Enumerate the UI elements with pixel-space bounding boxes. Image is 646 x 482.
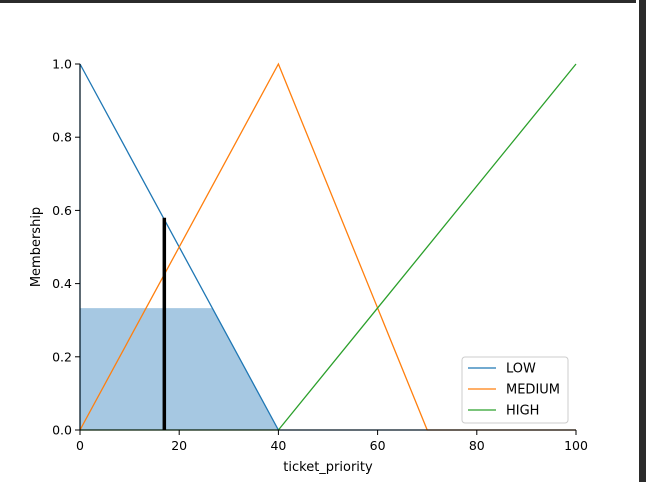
y-axis-title: Membership — [29, 207, 44, 287]
legend-box — [461, 356, 569, 424]
legend-label-low: LOW — [506, 362, 536, 377]
window-right-border — [639, 0, 646, 482]
x-tick-label: 0 — [76, 438, 84, 453]
y-tick-label: 0.4 — [52, 276, 72, 291]
window-right-gap — [636, 0, 639, 482]
y-tick-label: 0.8 — [52, 130, 72, 145]
x-tick-label: 100 — [564, 438, 588, 453]
y-tick-label: 0.2 — [52, 349, 72, 364]
legend-label-medium: MEDIUM — [506, 383, 560, 398]
y-tick-label: 0.0 — [52, 423, 72, 438]
y-tick-label: 1.0 — [52, 57, 72, 72]
x-tick-label: 40 — [270, 438, 286, 453]
window-top-border — [0, 0, 646, 3]
chart-legend: LOW MEDIUM HIGH — [461, 356, 569, 424]
x-tick-label: 60 — [370, 438, 386, 453]
x-tick-label: 20 — [171, 438, 187, 453]
y-tick-label: 0.6 — [52, 203, 72, 218]
x-tick-label: 80 — [469, 438, 485, 453]
legend-entries: LOW MEDIUM HIGH — [468, 362, 560, 419]
activation-fill-area — [80, 308, 279, 430]
x-axis-ticks: 0 20 40 60 80 100 — [76, 430, 588, 453]
legend-label-high: HIGH — [506, 404, 539, 419]
y-axis-ticks: 0.0 0.2 0.4 0.6 0.8 1.0 — [52, 57, 80, 438]
x-axis-title: ticket_priority — [283, 460, 373, 475]
